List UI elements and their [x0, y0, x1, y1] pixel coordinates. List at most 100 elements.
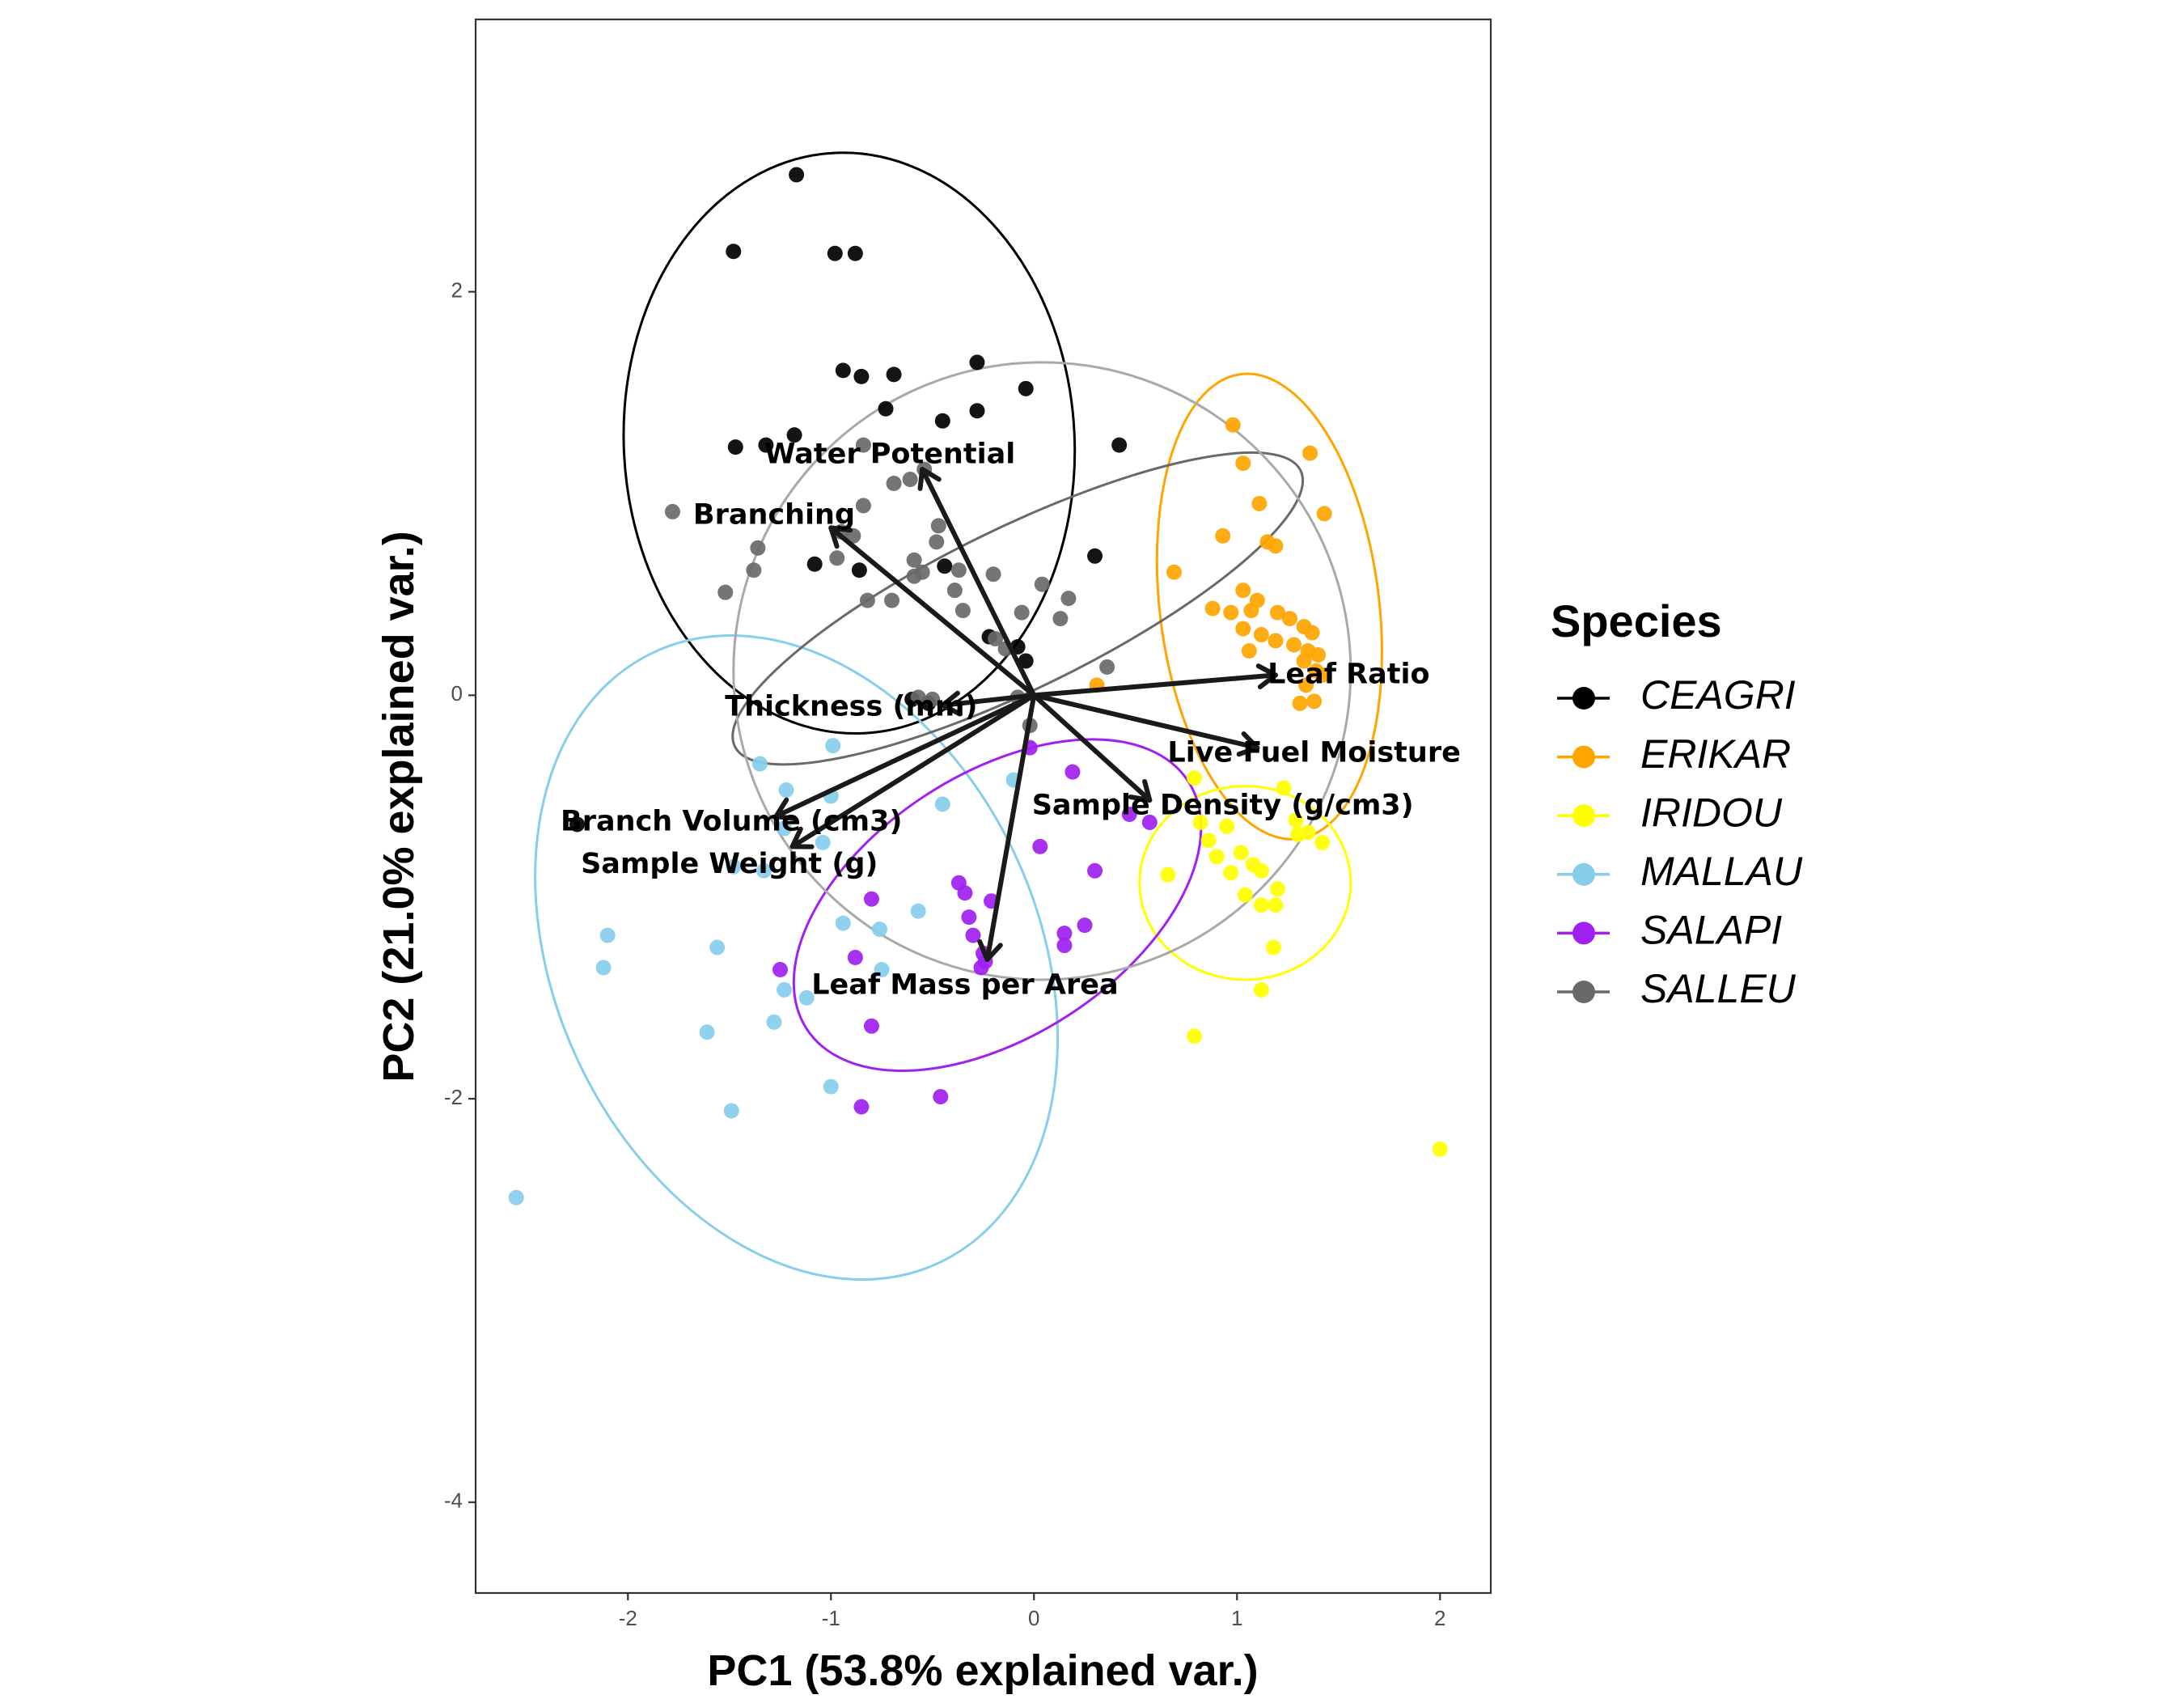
arrowhead-branch-volume-cm3 — [773, 797, 798, 822]
arrow-thickness-mm — [940, 693, 1037, 708]
legend-label: CEAGRI — [1640, 672, 1796, 718]
point-erikar — [1286, 637, 1302, 653]
point-iridou — [1269, 881, 1285, 897]
point-salapi — [1032, 838, 1048, 854]
point-mallau — [778, 782, 794, 799]
point-erikar — [1223, 604, 1239, 621]
point-salapi — [1056, 926, 1073, 942]
point-iridou — [1160, 866, 1176, 883]
point-erikar — [1310, 646, 1327, 663]
point-mallau — [599, 927, 616, 943]
legend-key-point — [1572, 687, 1595, 710]
label-branch-volume-cm3: Branch Volume (cm3) — [561, 805, 902, 837]
arrow-branching — [828, 525, 1037, 698]
point-iridou — [1187, 770, 1203, 786]
point-mallau — [798, 989, 815, 1006]
point-iridou — [1265, 939, 1281, 955]
legend-label: SALLEU — [1640, 966, 1797, 1011]
point-salleu — [859, 592, 875, 608]
point-salapi — [1121, 806, 1137, 822]
point-mallau — [777, 981, 793, 998]
loading-arrows — [773, 467, 1278, 963]
point-salapi — [965, 927, 981, 943]
arrowhead-leaf-ratio — [1255, 663, 1278, 690]
legend-items: CEAGRI ERIKAR IRIDOU MALLAU SALAPI SALLEU — [1557, 672, 1803, 1011]
arrow-leaf-ratio — [1031, 672, 1278, 698]
point-salleu — [985, 566, 1001, 583]
point-iridou — [1208, 849, 1225, 865]
point-ceagri — [569, 816, 585, 833]
point-iridou — [1237, 887, 1253, 903]
point-iridou — [1268, 897, 1284, 913]
legend-key-point — [1572, 804, 1595, 828]
point-ceagri — [878, 400, 894, 417]
point-salleu — [950, 562, 967, 578]
point-erikar — [1316, 506, 1332, 522]
legend-item-salleu: SALLEU — [1557, 966, 1797, 1011]
point-salleu — [1060, 591, 1077, 607]
point-erikar — [1235, 621, 1251, 637]
point-iridou — [1253, 862, 1269, 879]
arrow-sample-density-g-cm3 — [1031, 693, 1153, 803]
point-erikar — [1268, 538, 1284, 554]
point-salleu — [954, 603, 971, 619]
legend-label: IRIDOU — [1640, 790, 1783, 835]
point-salleu — [884, 592, 900, 608]
point-erikar — [1166, 564, 1182, 580]
point-erikar — [1282, 611, 1298, 627]
point-mallau — [815, 834, 831, 850]
point-salapi — [1087, 862, 1103, 879]
point-salleu — [1099, 659, 1115, 675]
point-erikar — [1215, 527, 1231, 544]
point-erikar — [1269, 604, 1285, 621]
ellipse-salleu — [731, 451, 1305, 766]
arrow-sample-weight-g — [789, 693, 1037, 850]
point-mallau — [910, 903, 926, 919]
arrow-live-fuel-moisture — [1031, 693, 1260, 751]
point-iridou — [1200, 833, 1217, 849]
point-salleu — [988, 631, 1004, 647]
point-erikar — [1243, 603, 1259, 619]
ellipse-salleu-outer — [732, 361, 1352, 981]
point-mallau — [823, 1078, 839, 1095]
point-erikar — [1302, 445, 1318, 461]
point-salapi — [1077, 917, 1093, 934]
point-ceagri — [1087, 548, 1103, 564]
point-ceagri — [1018, 380, 1034, 396]
point-erikar — [1298, 677, 1314, 693]
point-ceagri — [1111, 437, 1128, 453]
legend-label: MALLAU — [1640, 849, 1803, 894]
legend-label: ERIKAR — [1640, 731, 1791, 777]
point-salleu — [910, 689, 926, 705]
point-ceagri — [934, 413, 950, 429]
point-salleu — [750, 540, 766, 556]
point-mallau — [871, 922, 887, 938]
point-mallau — [751, 756, 768, 772]
point-salleu — [902, 472, 918, 488]
point-salapi — [973, 960, 989, 976]
arrow-water-potential — [920, 467, 1037, 698]
point-salapi — [772, 961, 788, 977]
point-mallau — [508, 1189, 524, 1205]
point-iridou — [1253, 897, 1269, 913]
label-water-potential: Water Potential — [764, 439, 1015, 471]
point-mallau — [777, 820, 793, 837]
y-tick-label: -2 — [444, 1085, 463, 1109]
legend-item-ceagri: CEAGRI — [1557, 672, 1796, 718]
point-salapi — [863, 1018, 879, 1034]
label-branching: Branching — [693, 498, 855, 531]
point-mallau — [825, 738, 841, 754]
data-points — [508, 167, 1448, 1205]
point-mallau — [934, 796, 950, 812]
confidence-ellipses — [534, 151, 1383, 1281]
point-salleu — [664, 503, 680, 519]
ellipse-mallau — [534, 634, 1059, 1281]
point-salleu — [1052, 611, 1069, 627]
point-salapi — [1141, 814, 1158, 830]
point-salleu — [746, 562, 762, 578]
point-salleu — [906, 552, 922, 568]
y-axis-title: PC2 (21.0% explained var.) — [375, 531, 423, 1082]
point-salleu — [829, 550, 845, 566]
point-mallau — [766, 1014, 782, 1030]
